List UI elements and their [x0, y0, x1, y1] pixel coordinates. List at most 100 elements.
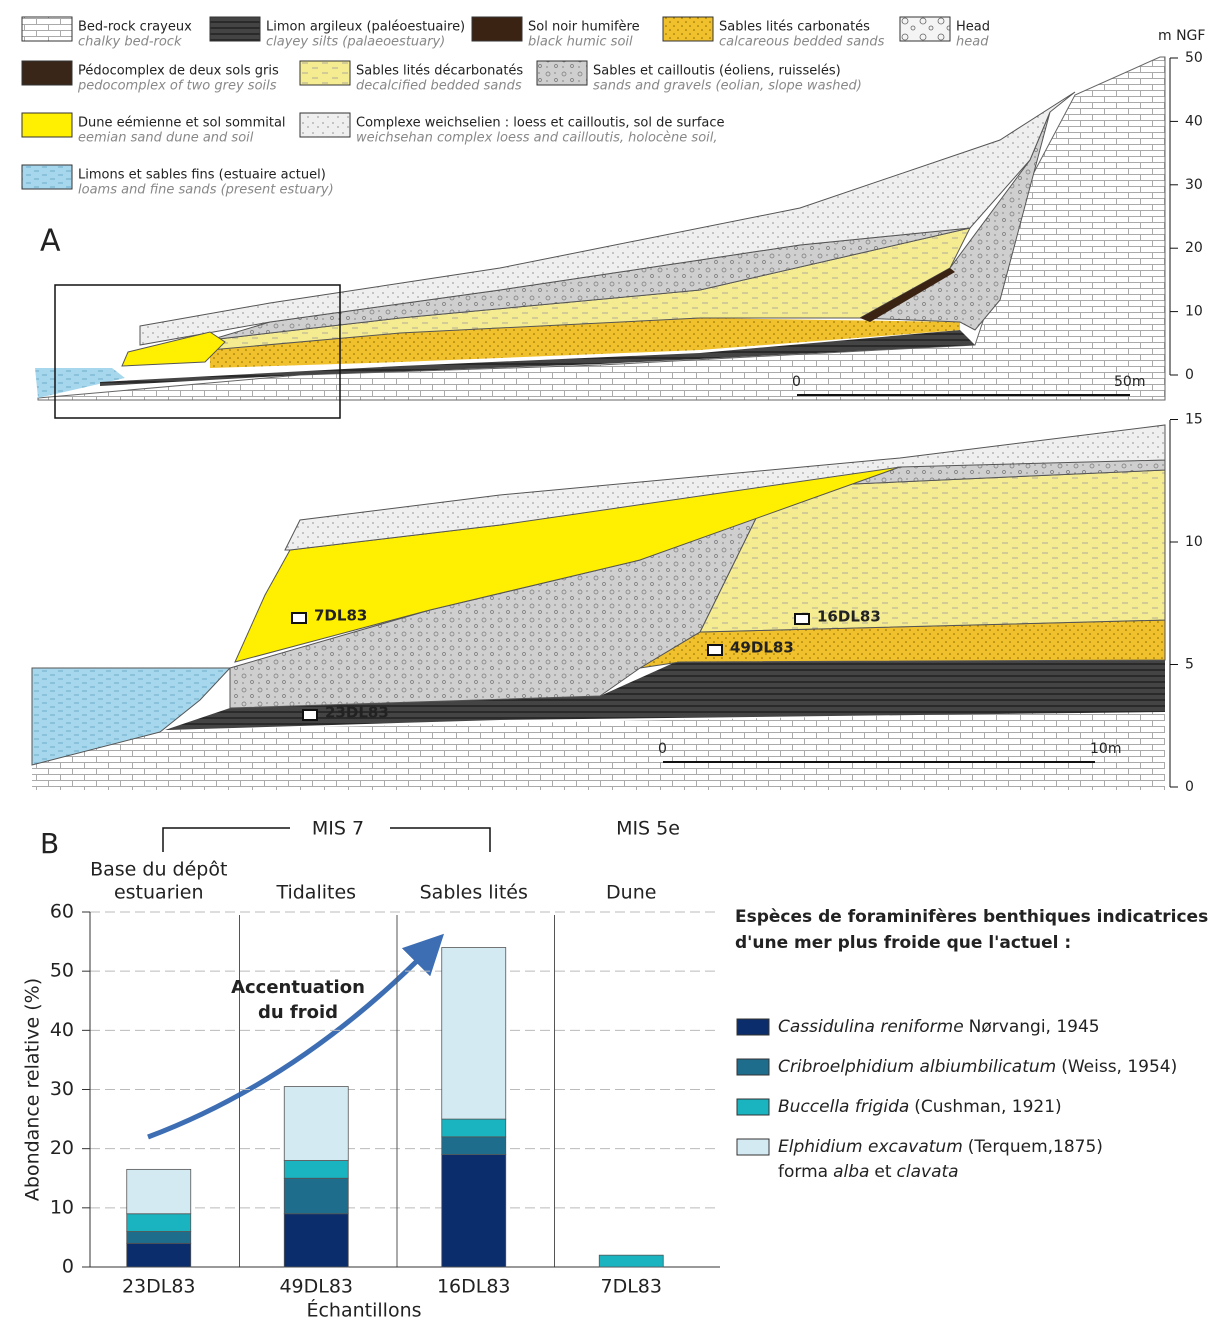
legend-label: eemian sand dune and soil [78, 131, 254, 146]
weichselian [284, 424, 1166, 551]
bar-segment [441, 1136, 507, 1155]
legend-label: Sables et cailloutis (éoliens, ruisselés… [593, 64, 841, 79]
legend-swatch [662, 16, 714, 42]
column-header: Sables lités [420, 882, 528, 904]
species-authority: (Weiss, 1954) [1061, 1057, 1177, 1077]
weichselian [139, 91, 1076, 346]
tick-label: 10 [1185, 304, 1203, 320]
legend-swatch [299, 60, 351, 86]
legend-swatch [899, 16, 951, 42]
trend-arrow [147, 933, 445, 1140]
legend-note: forma alba et clavata [778, 1162, 959, 1182]
column-header: estuarien [114, 882, 204, 904]
sample-marker [302, 709, 318, 721]
bar-segment [283, 1213, 349, 1268]
y-tick-label: 0 [62, 1256, 74, 1278]
legend-swatch [736, 1058, 770, 1076]
estuary [35, 368, 125, 398]
period-label: MIS 7 [312, 818, 364, 840]
legend-label: Cribroelphidium albiumbilicatum (Weiss, 1… [778, 1057, 1177, 1077]
x-tick-label: 16DL83 [437, 1276, 511, 1298]
bar-segment [598, 1254, 664, 1268]
annotation: Accentuation [231, 977, 365, 998]
legend-swatch [21, 16, 73, 42]
note-part: forma [778, 1162, 828, 1182]
x-axis-label: Échantillons [306, 1299, 421, 1322]
legend-swatch [736, 1018, 770, 1036]
sample-label: 16DL83 [817, 608, 881, 626]
legend-label: chalky bed-rock [78, 35, 182, 50]
bar-segment [441, 1154, 507, 1268]
bar-segment [126, 1231, 192, 1244]
legend-label: clayey silts (palaeoestuary) [266, 35, 445, 50]
legend-swatch [209, 16, 261, 42]
tick-label: 5 [1185, 657, 1194, 673]
x-tick-label: 23DL83 [122, 1276, 196, 1298]
tick-label: 40 [1185, 113, 1203, 129]
sample-label: 7DL83 [314, 607, 367, 625]
cross-sections [31, 56, 1171, 1140]
sample-marker [291, 612, 307, 624]
sample-marker [707, 644, 723, 656]
bar-segment [441, 1118, 507, 1138]
legend-label: Limons et sables fins (estuaire actuel) [78, 168, 326, 183]
panel-label: B [40, 827, 59, 860]
legend-label: Head [956, 20, 990, 35]
scale-label: 0 [658, 741, 667, 757]
legend-label: Elphidium excavatum (Terquem,1875) [778, 1137, 1103, 1157]
legend-label: Cassidulina reniforme Nørvangi, 1945 [778, 1017, 1100, 1037]
period-bracket [162, 827, 491, 852]
note-part: alba [833, 1162, 869, 1182]
legend-label: decalcified bedded sands [356, 79, 522, 94]
x-tick-label: 49DL83 [279, 1276, 353, 1298]
dune [121, 331, 226, 367]
species-authority: (Terquem,1875) [968, 1137, 1103, 1157]
sample-label: 49DL83 [730, 639, 794, 657]
tick-label: 0 [1185, 367, 1194, 383]
note-part: et [874, 1162, 891, 1182]
bar-segment [126, 1168, 192, 1215]
bedrock [32, 710, 1165, 790]
y-tick-label: 60 [50, 901, 74, 923]
legend-title: Espèces de foraminifères benthiques indi… [735, 907, 1208, 927]
species-authority: (Cushman, 1921) [914, 1097, 1061, 1117]
sample-marker [794, 613, 810, 625]
bar-segment [126, 1213, 192, 1232]
estuary [31, 667, 232, 766]
tick-label: 20 [1185, 240, 1203, 256]
species-authority: Nørvangi, 1945 [969, 1017, 1100, 1037]
legend-swatch [21, 60, 73, 86]
species-name: Buccella frigida [778, 1097, 909, 1117]
legend-swatch [536, 60, 588, 86]
y-tick-label: 20 [50, 1137, 74, 1159]
legend-label: black humic soil [528, 35, 633, 50]
legend-label: head [956, 35, 989, 50]
calcareous-sands [210, 318, 960, 368]
legend-label: Bed-rock crayeux [78, 20, 192, 35]
legend-swatch [299, 112, 351, 138]
bar-segment [283, 1177, 349, 1215]
bar-segment [283, 1086, 349, 1161]
period-label: MIS 5e [616, 818, 680, 840]
bar-segment [441, 947, 507, 1120]
legend-swatch [21, 112, 73, 138]
species-name: Cassidulina reniforme [778, 1017, 964, 1037]
tick-label: 50 [1185, 50, 1203, 66]
y-tick-label: 30 [50, 1078, 74, 1100]
legend-label: Sables lités décarbonatés [356, 64, 523, 79]
tick-label: 15 [1185, 412, 1203, 428]
tick-label: 10 [1185, 534, 1203, 550]
legend-label: loams and fine sands (present estuary) [78, 183, 334, 198]
legend-label: Buccella frigida (Cushman, 1921) [778, 1097, 1062, 1117]
legend-label: weichsehan complex loess and cailloutis,… [356, 131, 718, 146]
column-header: Tidalites [275, 882, 356, 904]
scale-label: 50m [1114, 374, 1145, 390]
legend-label: pedocomplex of two grey soils [77, 79, 277, 94]
scale-label: 10m [1090, 741, 1121, 757]
humic-soil [860, 268, 955, 322]
bar-segment [126, 1242, 192, 1268]
legend-label: Sables lités carbonatés [719, 20, 870, 35]
clayey-silts [100, 330, 975, 386]
species-name: Cribroelphidium albiumbilicatum [778, 1057, 1056, 1077]
